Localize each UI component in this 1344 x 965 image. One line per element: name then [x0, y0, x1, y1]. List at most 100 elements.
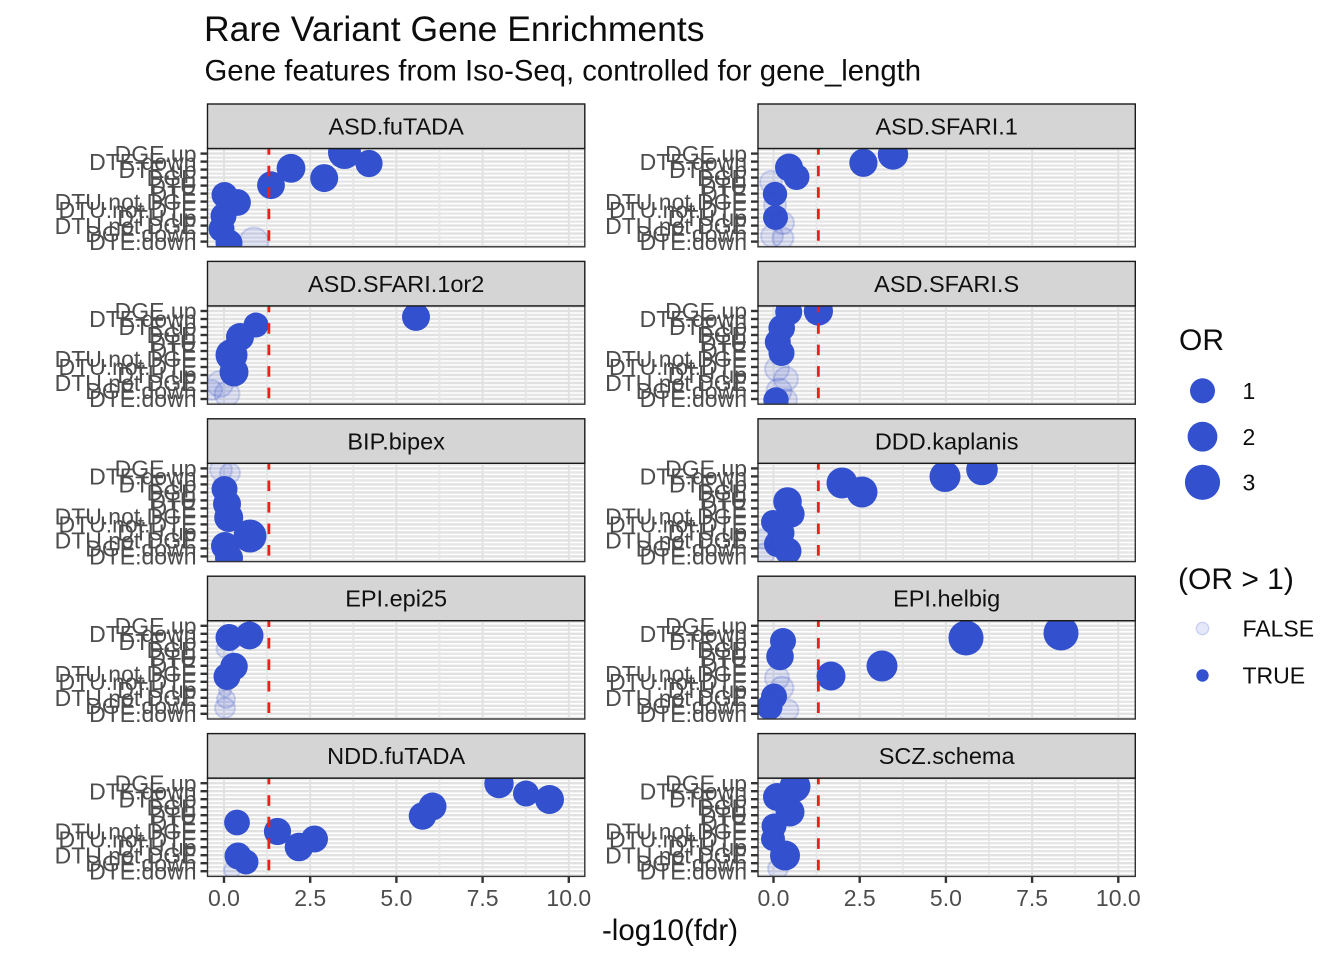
svg-text:7.5: 7.5 [467, 885, 499, 911]
svg-text:DTU: DTU [700, 802, 747, 828]
svg-text:ASD.SFARI.1or2: ASD.SFARI.1or2 [308, 271, 484, 297]
svg-text:DTE.down: DTE.down [89, 701, 196, 727]
svg-text:DTU.not.DGE: DTU.not.DGE [55, 189, 197, 215]
svg-text:DTE.down: DTE.down [89, 464, 196, 490]
svg-text:DTU.up: DTU.up [668, 205, 747, 231]
svg-text:ASD.SFARI.1: ASD.SFARI.1 [875, 113, 1017, 139]
svg-text:DGE: DGE [697, 794, 747, 820]
svg-text:DGE: DGE [147, 165, 197, 191]
svg-text:1: 1 [1243, 378, 1256, 404]
svg-text:DGE.down: DGE.down [636, 378, 747, 404]
svg-text:DTU.not.DGE: DTU.not.DGE [605, 370, 747, 396]
svg-text:DTU.not.DGE: DTU.not.DGE [55, 370, 197, 396]
svg-text:DTU.not.DTE: DTU.not.DTE [58, 512, 196, 538]
svg-text:0.0: 0.0 [758, 885, 790, 911]
svg-text:DTU.not.DGE: DTU.not.DGE [605, 842, 747, 868]
svg-text:DTU.not.DGE: DTU.not.DGE [55, 528, 197, 554]
svg-text:DTU.not.DTE: DTU.not.DTE [609, 826, 747, 852]
svg-text:DTE.up: DTE.up [669, 314, 747, 340]
svg-text:DTE.down: DTE.down [89, 858, 196, 884]
svg-text:DTE.down: DTE.down [89, 306, 196, 332]
svg-text:DGE.up: DGE.up [115, 770, 197, 796]
svg-text:DGE.down: DGE.down [636, 850, 747, 876]
svg-text:DTU.not.DGE: DTU.not.DGE [605, 818, 747, 844]
svg-text:BIP.bipex: BIP.bipex [347, 428, 445, 454]
svg-text:DTE.down: DTE.down [640, 149, 747, 175]
svg-text:TRUE: TRUE [1243, 663, 1306, 689]
svg-text:DTU.not.DGE: DTU.not.DGE [55, 504, 197, 530]
svg-text:DTE.down: DTE.down [640, 464, 747, 490]
svg-text:DTU: DTU [149, 645, 196, 671]
svg-text:(OR > 1): (OR > 1) [1178, 563, 1294, 596]
svg-text:DTE.up: DTE.up [119, 629, 197, 655]
svg-text:DTE: DTE [151, 810, 197, 836]
svg-text:0.0: 0.0 [208, 885, 240, 911]
svg-text:DTU.not.DGE: DTU.not.DGE [55, 346, 197, 372]
svg-text:DTE.down: DTE.down [640, 229, 747, 255]
svg-text:DTE: DTE [151, 338, 197, 364]
svg-text:DTE.up: DTE.up [119, 786, 197, 812]
svg-text:DTE: DTE [701, 338, 747, 364]
svg-text:DTU.not.DTE: DTU.not.DTE [609, 197, 747, 223]
svg-text:Rare Variant Gene Enrichments: Rare Variant Gene Enrichments [204, 9, 705, 49]
svg-text:2.5: 2.5 [844, 885, 876, 911]
svg-text:2.5: 2.5 [294, 885, 326, 911]
svg-text:DTU.not.DTE: DTU.not.DTE [58, 354, 196, 380]
svg-text:DTU.not.DGE: DTU.not.DGE [605, 346, 747, 372]
svg-text:DGE: DGE [147, 322, 197, 348]
svg-text:SCZ.schema: SCZ.schema [879, 743, 1016, 769]
svg-text:DTU: DTU [149, 173, 196, 199]
svg-text:DTE: DTE [701, 496, 747, 522]
svg-text:DGE.down: DGE.down [85, 850, 196, 876]
svg-text:DTU.not.DGE: DTU.not.DGE [605, 213, 747, 239]
svg-text:-log10(fdr): -log10(fdr) [602, 914, 738, 947]
svg-text:DTU: DTU [700, 330, 747, 356]
svg-text:DGE: DGE [147, 794, 197, 820]
svg-text:DGE.down: DGE.down [85, 221, 196, 247]
svg-text:DTU: DTU [149, 802, 196, 828]
svg-text:DTU.up: DTU.up [117, 362, 196, 388]
svg-text:DTE.down: DTE.down [89, 778, 196, 804]
svg-text:3: 3 [1243, 470, 1256, 496]
svg-text:DGE.up: DGE.up [665, 456, 747, 482]
svg-text:DTE: DTE [701, 181, 747, 207]
svg-text:DGE.down: DGE.down [636, 221, 747, 247]
svg-text:DTU.up: DTU.up [668, 520, 747, 546]
svg-text:5.0: 5.0 [930, 885, 962, 911]
svg-text:DTU.not.DGE: DTU.not.DGE [605, 504, 747, 530]
svg-text:7.5: 7.5 [1016, 885, 1048, 911]
svg-text:DTU.up: DTU.up [117, 834, 196, 860]
svg-text:DTE.down: DTE.down [89, 386, 196, 412]
svg-text:DTE.down: DTE.down [640, 544, 747, 570]
svg-text:DGE.down: DGE.down [85, 536, 196, 562]
svg-text:2: 2 [1243, 424, 1256, 450]
svg-text:DTU.up: DTU.up [117, 205, 196, 231]
svg-text:DTE.down: DTE.down [89, 544, 196, 570]
svg-text:DDD.kaplanis: DDD.kaplanis [875, 428, 1019, 454]
svg-text:DGE: DGE [697, 165, 747, 191]
svg-text:DGE.up: DGE.up [665, 613, 747, 639]
svg-text:DTU.not.DTE: DTU.not.DTE [609, 512, 747, 538]
svg-text:DTE: DTE [701, 653, 747, 679]
svg-text:DTE.up: DTE.up [669, 629, 747, 655]
svg-text:DTE.down: DTE.down [89, 621, 196, 647]
svg-text:DTU.not.DGE: DTU.not.DGE [55, 818, 197, 844]
svg-text:DGE: DGE [697, 637, 747, 663]
svg-text:OR: OR [1179, 324, 1224, 357]
svg-text:DTE.down: DTE.down [640, 858, 747, 884]
svg-text:DGE.down: DGE.down [85, 693, 196, 719]
svg-text:DGE.up: DGE.up [665, 141, 747, 167]
svg-text:10.0: 10.0 [546, 885, 591, 911]
svg-text:DTU: DTU [700, 173, 747, 199]
svg-text:DTE.down: DTE.down [640, 386, 747, 412]
svg-text:EPI.helbig: EPI.helbig [893, 586, 1000, 612]
svg-text:DTU.not.DTE: DTU.not.DTE [609, 669, 747, 695]
svg-text:DGE: DGE [697, 480, 747, 506]
svg-text:DTU.up: DTU.up [668, 834, 747, 860]
svg-text:DTE.down: DTE.down [640, 778, 747, 804]
svg-text:DTE.up: DTE.up [669, 157, 747, 183]
svg-text:DTU: DTU [149, 330, 196, 356]
svg-text:DTU.not.DGE: DTU.not.DGE [605, 661, 747, 687]
svg-text:DTU.up: DTU.up [668, 362, 747, 388]
svg-text:DGE.up: DGE.up [115, 298, 197, 324]
